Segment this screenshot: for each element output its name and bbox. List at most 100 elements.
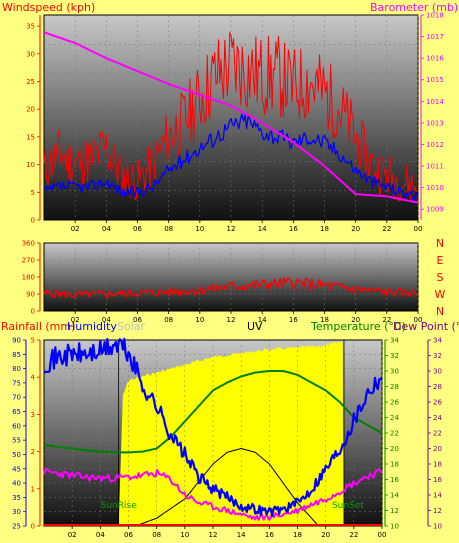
humidity-y-tick-label: 55 — [12, 437, 21, 445]
direction-chart-x-tick-label: 02 — [71, 316, 80, 324]
dewpoint-y-tick-label: 12 — [433, 507, 442, 515]
rainfall-y-tick-label: 0 — [31, 523, 35, 531]
windspeed-y-tick-label: 15 — [26, 133, 35, 141]
climate-chart-x-tick-label: 18 — [293, 531, 302, 539]
direction-y-tick-label: 0 — [31, 308, 35, 316]
rainfall-y-tick-label: 5 — [31, 337, 35, 345]
climate-chart-x-tick-label: 04 — [96, 531, 105, 539]
barometer-line — [43, 31, 419, 204]
dewpoint-y-tick-label: 32 — [433, 352, 442, 360]
wind-chart-x-tick-label: 14 — [258, 225, 267, 233]
direction-chart-x-tick-label: 14 — [258, 316, 267, 324]
compass-label: N — [436, 237, 444, 250]
humidity-y-tick-label: 50 — [12, 451, 21, 459]
windspeed-y-tick-label: 5 — [31, 189, 35, 197]
rainfall-y-tick-label: 4 — [31, 374, 36, 382]
wind-chart-x-tick-label: 06 — [133, 225, 142, 233]
wind-average-line — [44, 113, 419, 202]
dewpoint-line — [43, 467, 383, 521]
wind-chart-x-tick-label: 02 — [71, 225, 80, 233]
temperature-y-tick-label: 18 — [390, 461, 399, 469]
rainfall-y-tick-label: 3 — [31, 411, 35, 419]
humidity-line — [43, 337, 383, 517]
windspeed-y-tick-label: 20 — [26, 106, 35, 114]
wind-chart-x-tick-label: 16 — [289, 225, 298, 233]
temperature-y-tick-label: 10 — [390, 523, 399, 531]
compass-label: S — [437, 271, 444, 284]
temperature-y-tick-label: 34 — [390, 337, 399, 345]
direction-y-tick-label: 180 — [22, 274, 35, 282]
temperature-line — [43, 370, 383, 454]
climate-chart-x-tick-label: 20 — [321, 531, 330, 539]
temperature-y-tick-label: 26 — [390, 399, 399, 407]
direction-chart-x-tick-label: 12 — [227, 316, 236, 324]
dewpoint-y-tick-label: 34 — [433, 337, 442, 345]
climate-chart-x-tick-label: 00 — [378, 531, 387, 539]
temperature-y-tick-label: 28 — [390, 383, 399, 391]
direction-chart-x-tick-label: 18 — [320, 316, 329, 324]
barometer-y-tick-label: 1016 — [426, 55, 444, 63]
barometer-y-tick-label: 1013 — [426, 119, 444, 127]
dewpoint-y-tick-label: 18 — [433, 461, 442, 469]
barometer-y-tick-label: 1012 — [426, 141, 444, 149]
temperature-y-tick-label: 20 — [390, 445, 399, 453]
temperature-y-tick-label: 30 — [390, 368, 399, 376]
humidity-y-tick-label: 45 — [12, 465, 21, 473]
humidity-y-tick-label: 25 — [12, 523, 21, 531]
humidity-y-tick-label: 90 — [12, 337, 21, 345]
barometer-y-tick-label: 1010 — [426, 184, 444, 192]
direction-chart-x-tick-label: 20 — [351, 316, 360, 324]
wind-chart-x-tick-label: 12 — [227, 225, 236, 233]
windspeed-y-tick-label: 30 — [26, 50, 35, 58]
direction-chart-x-tick-label: 10 — [195, 316, 204, 324]
barometer-y-tick-label: 1017 — [426, 33, 444, 41]
wind-direction-line — [43, 277, 419, 299]
barometer-y-tick-label: 1015 — [426, 76, 444, 84]
dewpoint-y-tick-label: 14 — [433, 492, 442, 500]
uv-line — [135, 448, 319, 527]
dewpoint-y-tick-label: 26 — [433, 399, 442, 407]
compass-label: N — [436, 305, 444, 318]
dewpoint-axis-title: Dew Point (°C) — [393, 320, 459, 333]
rainfall-y-tick-label: 2 — [31, 448, 35, 456]
dewpoint-y-tick-label: 30 — [433, 368, 442, 376]
rainfall-axis-title: Rainfall (mm) — [1, 320, 76, 333]
barometer-y-tick-label: 1018 — [426, 12, 444, 20]
temperature-y-tick-label: 12 — [390, 507, 399, 515]
climate-chart-x-tick-label: 16 — [265, 531, 274, 539]
windspeed-y-tick-label: 0 — [31, 217, 35, 225]
solar-axis-title: Solar — [117, 320, 146, 333]
direction-chart-x-tick-label: 16 — [289, 316, 298, 324]
rainfall-y-tick-label: 1 — [31, 485, 35, 493]
direction-y-tick-label: 270 — [22, 257, 35, 265]
humidity-y-tick-label: 75 — [12, 379, 21, 387]
climate-chart-x-tick-label: 10 — [180, 531, 189, 539]
windspeed-axis-title: Windspeed (kph) — [2, 1, 96, 14]
temperature-y-tick-label: 22 — [390, 430, 399, 438]
dewpoint-y-tick-label: 22 — [433, 430, 442, 438]
humidity-y-tick-label: 85 — [12, 351, 21, 359]
direction-chart-x-tick-label: 04 — [102, 316, 111, 324]
direction-chart-x-tick-label: 00 — [414, 316, 423, 324]
barometer-y-tick-label: 1014 — [426, 98, 444, 106]
solar-area — [118, 341, 344, 528]
climate-chart-x-tick-label: 08 — [152, 531, 161, 539]
dewpoint-y-tick-label: 24 — [433, 414, 442, 422]
direction-y-tick-label: 90 — [26, 291, 35, 299]
temperature-y-tick-label: 24 — [390, 414, 399, 422]
wind-chart-x-tick-label: 08 — [164, 225, 173, 233]
sunset-label: SunSet — [332, 501, 364, 511]
temperature-axis-title: Temperature (°C) — [311, 320, 406, 333]
climate-chart-x-tick-label: 14 — [237, 531, 246, 539]
climate-chart-x-tick-label: 02 — [68, 531, 77, 539]
compass-label: W — [435, 288, 446, 301]
humidity-axis-title: Humidity — [67, 320, 117, 333]
wind-chart-x-tick-label: 18 — [320, 225, 329, 233]
barometer-y-tick-label: 1009 — [426, 206, 444, 214]
windspeed-y-tick-label: 25 — [26, 78, 35, 86]
humidity-y-tick-label: 65 — [12, 408, 21, 416]
barometer-axis-title: Barometer (mb) — [370, 1, 459, 14]
climate-chart-x-tick-label: 12 — [209, 531, 218, 539]
sunrise-label: SunRise — [101, 501, 138, 511]
